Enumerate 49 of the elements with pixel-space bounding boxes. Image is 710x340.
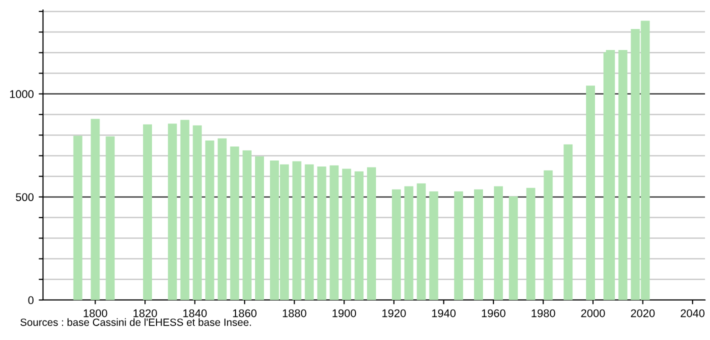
bar xyxy=(618,50,628,300)
y-tick-label: 500 xyxy=(16,193,34,202)
bar xyxy=(90,118,100,300)
bar xyxy=(494,186,503,300)
x-tick-label: 1880 xyxy=(282,309,306,318)
bar xyxy=(404,186,414,300)
bar xyxy=(218,138,227,300)
bar xyxy=(342,168,352,300)
bar xyxy=(292,161,302,300)
bar xyxy=(242,150,252,300)
x-tick-label: 2020 xyxy=(630,309,655,318)
y-tick-label: 0 xyxy=(28,296,34,304)
bar xyxy=(454,191,464,300)
bar xyxy=(392,189,401,300)
bar xyxy=(416,183,426,300)
source-note: Sources : base Cassini de l'EHESS et base Insee. xyxy=(20,318,251,326)
bar xyxy=(180,120,190,300)
bar xyxy=(230,146,240,300)
bar xyxy=(564,144,573,300)
x-tick-label: 2000 xyxy=(581,309,605,318)
bar xyxy=(474,189,484,300)
bar xyxy=(192,125,202,300)
y-tick-label: 1000 xyxy=(10,90,34,98)
bar xyxy=(255,156,264,300)
bar xyxy=(143,124,152,300)
bar xyxy=(304,164,314,300)
bar xyxy=(544,170,553,300)
bar xyxy=(106,136,115,300)
bar xyxy=(73,136,82,300)
bar xyxy=(586,86,595,300)
bar xyxy=(508,196,518,300)
bar xyxy=(168,124,177,300)
bar xyxy=(330,165,339,300)
bar xyxy=(354,171,364,300)
bar xyxy=(429,191,438,300)
x-tick-label: 1800 xyxy=(84,309,108,318)
x-tick-label: 1940 xyxy=(432,309,456,318)
bar xyxy=(526,188,536,300)
x-tick-label: 1920 xyxy=(382,309,406,318)
x-tick-label: 1900 xyxy=(332,309,356,318)
x-tick-label: 2040 xyxy=(680,309,704,318)
bar xyxy=(317,166,326,300)
bar xyxy=(367,167,376,300)
x-tick-label: 1840 xyxy=(183,309,207,318)
x-tick-label: 1980 xyxy=(532,309,556,318)
bar xyxy=(205,140,214,300)
x-tick-label: 1860 xyxy=(233,309,257,318)
x-tick-label: 1960 xyxy=(482,309,506,318)
x-tick-label: 1820 xyxy=(134,309,157,318)
